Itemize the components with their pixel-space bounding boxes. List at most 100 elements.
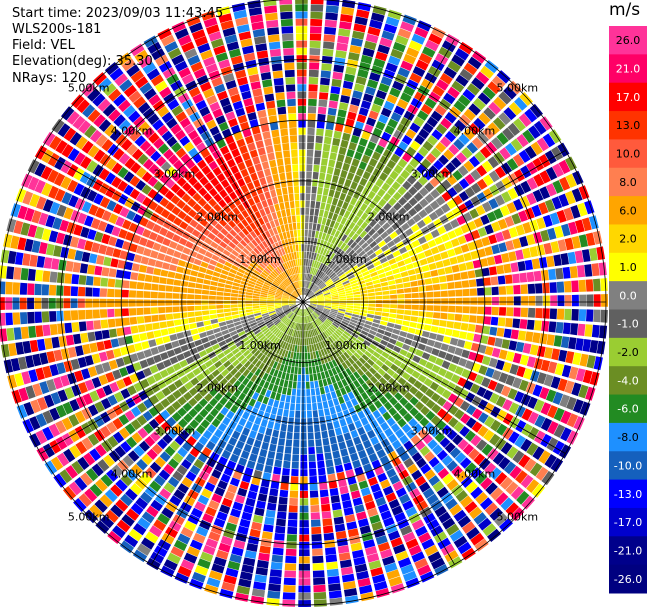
ppi-gate [331,443,339,452]
ppi-gate [35,367,45,381]
ppi-gate [272,260,278,268]
ppi-gate [500,385,511,397]
ppi-gate [540,433,552,448]
ppi-gate [42,131,56,147]
ppi-gate [268,274,276,280]
ppi-gate [351,233,359,241]
ppi-gate [392,480,404,491]
ppi-gate [448,290,456,297]
ppi-gate [129,281,137,289]
ppi-gate [167,476,180,488]
ppi-gate [236,138,246,148]
ppi-gate [99,153,112,167]
ppi-gate [368,228,376,237]
ppi-gate [303,309,305,317]
ppi-gate [322,323,328,330]
ppi-gate [410,224,420,233]
ppi-gate [266,321,273,327]
ppi-gate [287,268,292,276]
ppi-gate [178,165,189,176]
ppi-gate [501,252,510,263]
ppi-gate [542,133,556,148]
ppi-gate [398,469,410,480]
ppi-gate [292,164,299,172]
ppi-gate [106,408,117,420]
ppi-gate [293,330,297,337]
ppi-gate [288,285,294,292]
ppi-gate [166,213,177,223]
ppi-gate [418,285,426,292]
ppi-gate [458,331,468,340]
ppi-gate [252,293,260,297]
ppi-gate [87,109,101,123]
ppi-gate [29,339,39,353]
ppi-gate [268,310,276,314]
ppi-gate [115,216,125,227]
ppi-gate [174,435,185,446]
ppi-gate [394,255,403,263]
ppi-gate [254,507,265,517]
ppi-gate [292,306,298,312]
ppi-gate [238,578,252,588]
ppi-gate [237,343,246,351]
ppi-gate [261,312,269,317]
ppi-gate [403,457,414,468]
ppi-gate [88,253,98,264]
ppi-gate [267,152,275,161]
ppi-gate [97,98,111,112]
ppi-gate [15,342,25,355]
ppi-gate [292,322,296,329]
ppi-gate [475,71,490,85]
ppi-gate [344,285,352,290]
ppi-gate [169,264,178,272]
ppi-gate [136,307,144,316]
ppi-gate [313,417,320,425]
ppi-gate [326,114,336,123]
ppi-gate [339,298,347,301]
ppi-gate [285,164,292,173]
ppi-gate [357,577,371,587]
ppi-gate [320,356,325,365]
ppi-gate [276,158,284,167]
ppi-gate [395,487,407,498]
ppi-gate [403,85,416,97]
ppi-gate [120,441,132,453]
ppi-gate [347,337,355,344]
ppi-gate [445,33,460,47]
ppi-gate [55,140,68,154]
ppi-gate [295,207,300,215]
ppi-gate [558,444,572,459]
ppi-gate [275,525,286,534]
ppi-gate [187,294,195,300]
ppi-gate [308,291,314,297]
ppi-gate [203,56,216,67]
ppi-gate [308,229,312,237]
ppi-gate [488,357,498,368]
ppi-gate [183,141,195,152]
ppi-gate [484,416,495,428]
ppi-gate [240,239,248,247]
ppi-gate [192,532,206,544]
ppi-gate [319,272,325,279]
ppi-gate [392,212,402,221]
ppi-gate [342,455,351,464]
ppi-gate [348,277,357,282]
ppi-gate [304,251,307,259]
ppi-gate [325,346,331,354]
ppi-gate [323,322,330,328]
ppi-gate [177,34,192,46]
ppi-gate [478,412,489,424]
ppi-gate [393,543,406,555]
ppi-gate [245,59,257,69]
ppi-gate [582,339,591,352]
ppi-gate [321,511,332,519]
ppi-gate [259,403,267,412]
ppi-gate [294,315,298,322]
ppi-gate [374,311,382,316]
ppi-gate [143,88,157,101]
ppi-gate [135,225,145,236]
ppi-gate [75,441,88,455]
ppi-gate [402,475,413,486]
ppi-gate [188,176,198,186]
ppi-gate [152,100,165,112]
